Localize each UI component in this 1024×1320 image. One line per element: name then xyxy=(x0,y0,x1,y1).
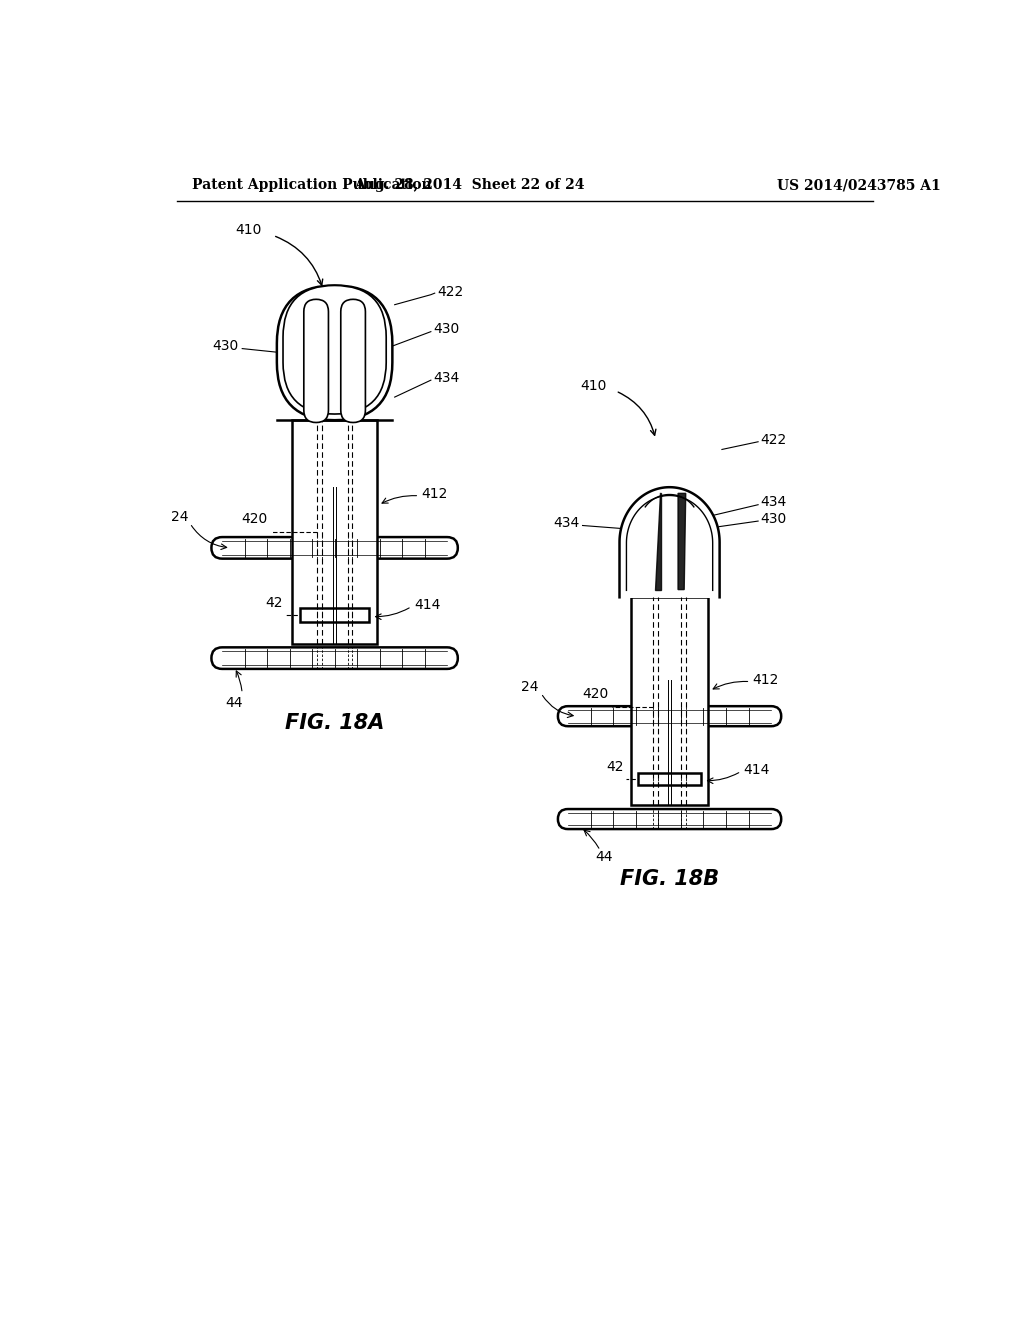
Text: 430: 430 xyxy=(212,339,239,354)
Text: 414: 414 xyxy=(414,598,440,612)
Text: 42: 42 xyxy=(606,760,625,775)
FancyBboxPatch shape xyxy=(558,809,781,829)
Text: 42: 42 xyxy=(265,597,283,610)
Text: 434: 434 xyxy=(553,516,580,531)
Bar xyxy=(631,597,708,805)
Text: 410: 410 xyxy=(580,379,606,392)
Text: 24: 24 xyxy=(521,680,539,694)
Text: 430: 430 xyxy=(761,512,786,525)
Text: FIG. 18A: FIG. 18A xyxy=(285,713,384,733)
Text: 24: 24 xyxy=(171,510,188,524)
Text: Aug. 28, 2014  Sheet 22 of 24: Aug. 28, 2014 Sheet 22 of 24 xyxy=(354,178,585,193)
Text: 410: 410 xyxy=(236,223,261,238)
Polygon shape xyxy=(620,487,720,598)
FancyBboxPatch shape xyxy=(304,300,329,422)
Text: 430: 430 xyxy=(433,322,460,337)
FancyBboxPatch shape xyxy=(211,647,458,669)
Text: 44: 44 xyxy=(225,696,244,710)
Bar xyxy=(638,774,701,785)
FancyBboxPatch shape xyxy=(211,537,458,558)
FancyBboxPatch shape xyxy=(283,285,386,414)
Text: US 2014/0243785 A1: US 2014/0243785 A1 xyxy=(777,178,941,193)
Text: 412: 412 xyxy=(422,487,447,502)
Text: 422: 422 xyxy=(437,285,463,298)
Polygon shape xyxy=(678,494,686,590)
Text: 414: 414 xyxy=(743,763,770,776)
Text: 434: 434 xyxy=(761,495,786,510)
Text: 420: 420 xyxy=(242,512,267,525)
Text: 420: 420 xyxy=(583,688,608,701)
Text: Patent Application Publication: Patent Application Publication xyxy=(193,178,432,193)
Bar xyxy=(292,420,377,644)
Text: 44: 44 xyxy=(595,850,612,863)
Text: 434: 434 xyxy=(433,371,460,385)
Bar xyxy=(300,609,370,622)
Text: 422: 422 xyxy=(761,433,786,447)
FancyBboxPatch shape xyxy=(276,285,392,420)
FancyBboxPatch shape xyxy=(558,706,781,726)
Text: FIG. 18B: FIG. 18B xyxy=(620,869,719,890)
FancyBboxPatch shape xyxy=(341,300,366,422)
Polygon shape xyxy=(655,494,662,590)
Text: 412: 412 xyxy=(753,673,779,688)
